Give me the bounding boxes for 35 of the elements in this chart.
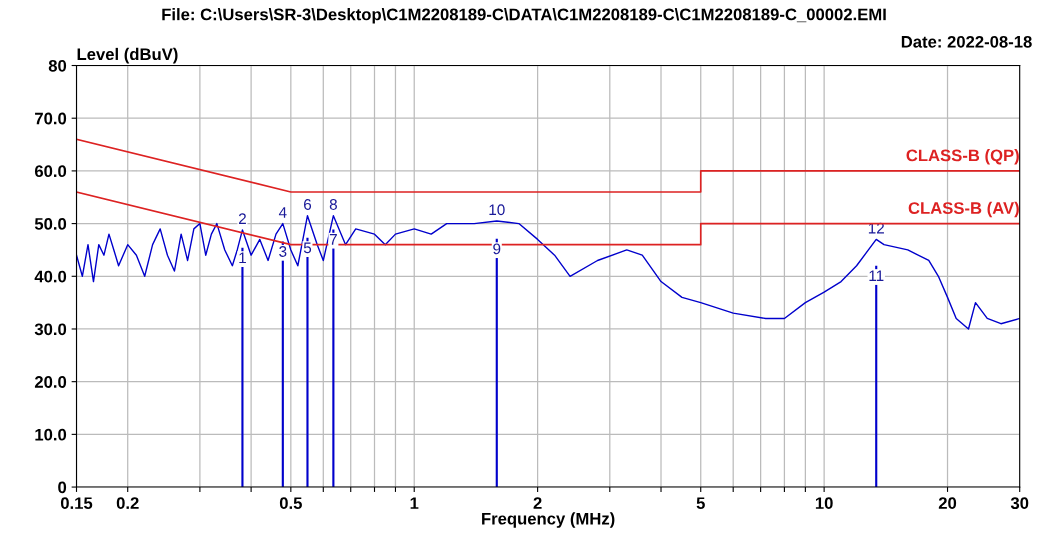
x-tick-label: 1 [410,497,419,509]
text: Date: 2022-08-18 [901,35,1032,48]
y-tick-label: 30.0 [34,323,67,336]
x-tick-label: 0.15 [60,497,93,510]
x-tick-label: 0.2 [116,497,139,510]
x-tick-label: 2 [533,497,542,509]
annotation: 2 [238,213,246,224]
y-tick-label: 40.0 [34,270,67,283]
annotation: 4 [278,207,287,218]
x-axis-title: Frequency (MHz) [482,512,615,528]
y-tick-label: 70.0 [35,112,67,125]
x-tick-label: 30 [1010,497,1029,510]
y-axis-title: Level (dBuV) [77,47,178,64]
y-tick-label: 20.0 [34,376,67,388]
annotation: 9 [493,243,501,255]
annotation: 3 [279,246,287,257]
y-tick-label: 0 [58,481,67,494]
annotation: 5 [303,242,312,254]
annotation: 8 [329,199,337,210]
x-tick-label: 20 [938,497,957,510]
y-tick-label: 60.0 [34,165,67,178]
annotation: 6 [304,199,312,210]
y-tick-label: 50.0 [34,217,67,230]
y-tick-label: 80 [48,59,67,72]
annotation: 10 [489,204,505,216]
series-label: CLASS-B (AV) [908,201,1019,218]
y-tick-label: 10.0 [35,428,67,441]
annotation: 11 [869,270,884,281]
x-tick-label: 10 [815,497,833,510]
annotation: 1 [239,252,246,264]
chart-title: File: C:\Users\SR-3\Desktop\C1M2208189-C\DATA\C1M2208189-C\C1M2208189-C_00002.EMI [162,8,886,24]
annotation: 7 [329,234,337,245]
series-label: CLASS-B (QP) [906,149,1019,165]
x-tick-label: 5 [696,497,705,510]
x-tick-label: 0.5 [279,497,302,510]
